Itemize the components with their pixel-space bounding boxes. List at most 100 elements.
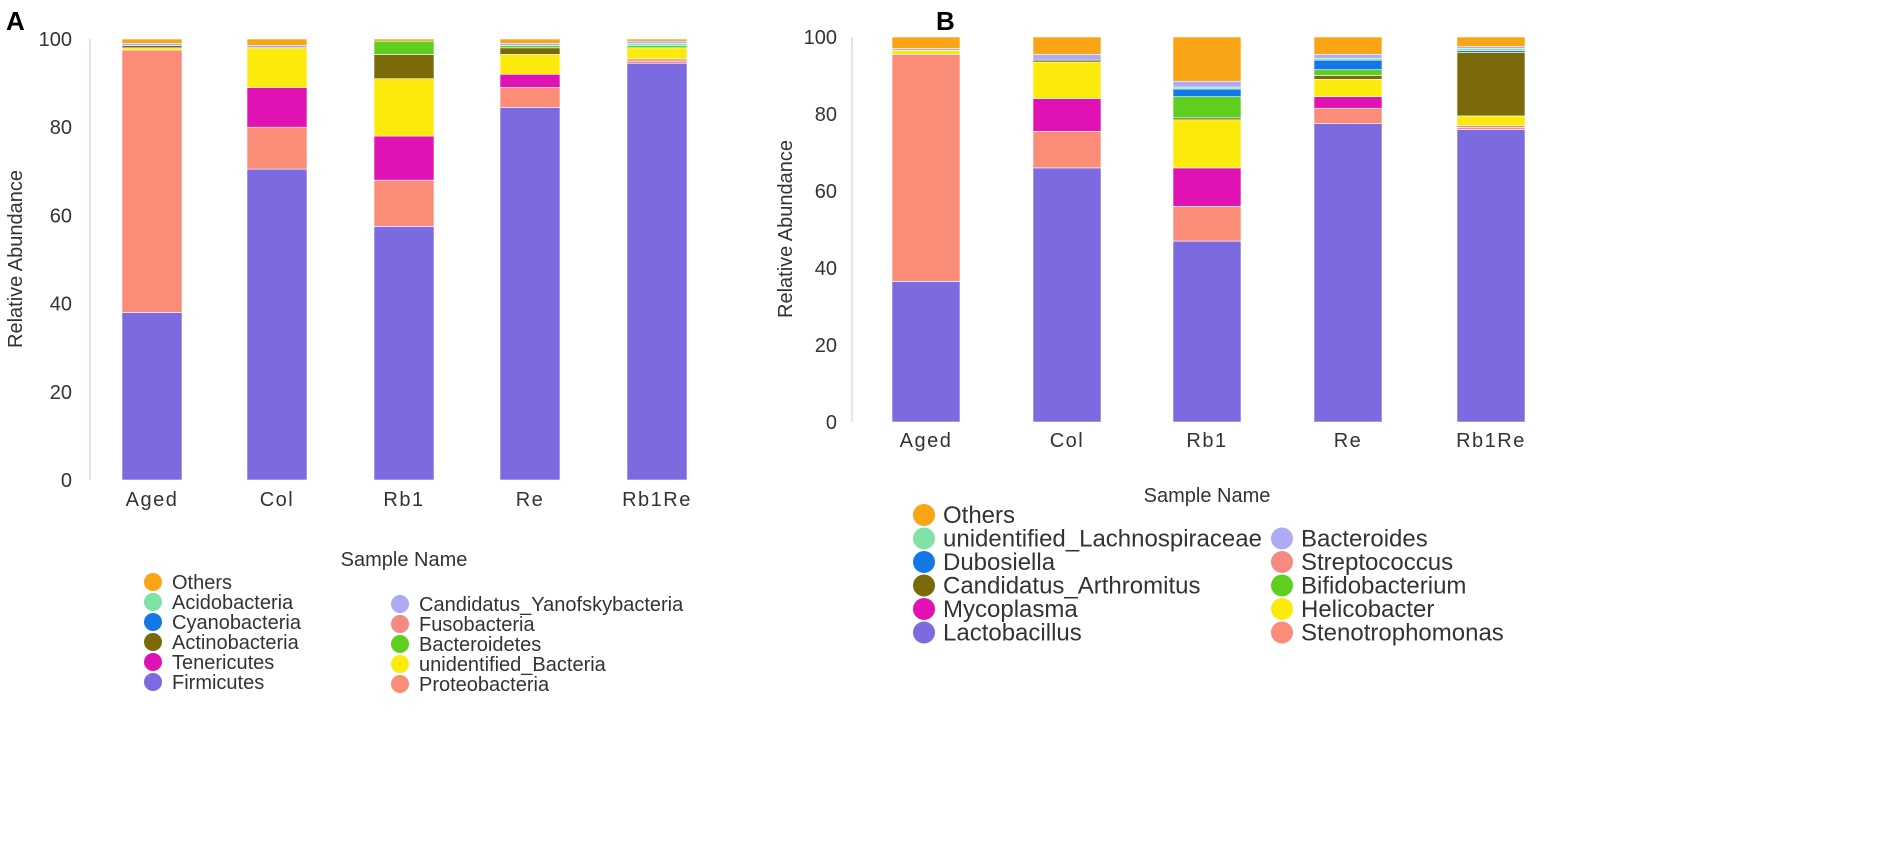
panel-b-bar-aged-others bbox=[891, 36, 961, 49]
panel-a-bar-rb1re-candidatus-yanofskybacteria bbox=[626, 40, 688, 44]
panel-b-legend-label-bifidobacterium: Bifidobacterium bbox=[1301, 573, 1466, 600]
panel-a-legend-marker-proteobacteria bbox=[391, 675, 409, 693]
panel-b-legend-label-others: Others bbox=[943, 502, 1015, 529]
panel-b-bar-rb1-stenotrophomonas bbox=[1172, 206, 1242, 242]
panel-a-bar-re-candidatus-yanofskybacteria bbox=[499, 43, 561, 46]
panel-b-bar-re-mycoplasma bbox=[1313, 96, 1383, 109]
panel-a-bar-aged-proteobacteria bbox=[121, 49, 183, 313]
panel-b-bar-aged-stenotrophomonas bbox=[891, 54, 961, 282]
panel-b-legend-label-candidatus-arthromitus: Candidatus_Arthromitus bbox=[943, 573, 1200, 600]
panel-b-legend-marker-lactobacillus bbox=[913, 621, 935, 644]
panel-a-bar-aged-actinobacteria bbox=[121, 45, 183, 49]
panel-a-x-tick-rb1re: Rb1Re bbox=[622, 489, 692, 511]
panel-b-bar-rb1-others bbox=[1172, 36, 1242, 82]
panel-b-y-tick-20: 20 bbox=[815, 335, 837, 357]
panel-a-y-tick-40: 40 bbox=[50, 294, 72, 316]
panel-b-bar-col-stenotrophomonas bbox=[1032, 131, 1102, 169]
panel-a-bar-aged-firmicutes bbox=[121, 312, 183, 481]
panel-a-bar-rb1re-fusobacteria bbox=[626, 58, 688, 62]
panel-a-bar-re-bacteroidetes bbox=[499, 45, 561, 49]
panel-b-bar-rb1re-candidatus-arthromitus bbox=[1456, 52, 1526, 117]
panel-a-legend-label-tenericutes: Tenericutes bbox=[172, 652, 274, 674]
panel-a-bar-col-candidatus-yanofskybacteria bbox=[246, 45, 308, 49]
panel-a-y-tick-60: 60 bbox=[50, 205, 72, 227]
panel-b-legend-marker-helicobacter bbox=[1271, 598, 1293, 620]
panel-a-legend-label-unidentified-bacteria: unidentified_Bacteria bbox=[419, 654, 607, 676]
panel-b-y-tick-0: 0 bbox=[826, 412, 837, 434]
panel-b-legend-label-dubosiella: Dubosiella bbox=[943, 549, 1056, 576]
panel-a-legend-label-cyanobacteria: Cyanobacteria bbox=[172, 612, 302, 634]
panel-b-legend-label-stenotrophomonas: Stenotrophomonas bbox=[1301, 620, 1504, 647]
panel-b-bar-re-candidatus-arthromitus bbox=[1313, 75, 1383, 80]
panel-b-bar-rb1-bifidobacterium bbox=[1172, 96, 1242, 119]
panel-b-bar-re-lactobacillus bbox=[1313, 123, 1383, 423]
panel-a-bar-rb1-proteobacteria bbox=[373, 179, 435, 227]
panel-a-legend-label-acidobacteria: Acidobacteria bbox=[172, 592, 294, 614]
panel-b-bar-col-others bbox=[1032, 36, 1102, 55]
panel-b-legend-label-streptococcus: Streptococcus bbox=[1301, 549, 1453, 576]
panel-a-legend-marker-others bbox=[144, 573, 162, 591]
panel-a-bar-rb1re-bacteroidetes bbox=[626, 45, 688, 49]
panel-a-legend-label-bacteroidetes: Bacteroidetes bbox=[419, 634, 541, 656]
panel-a-x-tick-col: Col bbox=[260, 489, 295, 511]
panel-b-bar-re-others bbox=[1313, 36, 1383, 55]
panel-a-legend-marker-cyanobacteria bbox=[144, 613, 162, 631]
panel-b-bar-re-dubosiella bbox=[1313, 59, 1383, 71]
panel-a-legend-marker-unidentified-bacteria bbox=[391, 655, 409, 673]
panel-b-bar-re-helicobacter bbox=[1313, 79, 1383, 97]
panel-b-bar-rb1-bacteroides bbox=[1172, 80, 1242, 88]
panel-a-legend-marker-tenericutes bbox=[144, 653, 162, 671]
panel-a-bar-rb1re-proteobacteria bbox=[626, 60, 688, 64]
panel-a-x-tick-re: Re bbox=[516, 489, 545, 511]
panel-b-legend-marker-bifidobacterium bbox=[1271, 574, 1293, 597]
panel-b-bar-re-stenotrophomonas bbox=[1313, 107, 1383, 124]
panel-a-bar-rb1re-unidentified-bacteria bbox=[626, 47, 688, 60]
panel-a-bar-rb1-firmicutes bbox=[373, 226, 435, 481]
panel-b-y-tick-60: 60 bbox=[815, 181, 837, 203]
panel-a-legend-label-firmicutes: Firmicutes bbox=[172, 672, 264, 694]
panel-b-bar-rb1-dubosiella bbox=[1172, 88, 1242, 97]
panel-a-bar-col-others bbox=[246, 38, 308, 46]
panel-a-y-axis-title: Relative Abundance bbox=[5, 170, 27, 348]
panel-b-bar-rb1re-others bbox=[1456, 36, 1526, 47]
panel-a-legend-marker-actinobacteria bbox=[144, 633, 162, 651]
panel-b-legend-label-mycoplasma: Mycoplasma bbox=[943, 596, 1078, 623]
panel-b-legend-marker-streptococcus bbox=[1271, 551, 1293, 573]
panel-a-bar-col-unidentified-bacteria bbox=[246, 47, 308, 88]
panel-a-bar-re-others bbox=[499, 38, 561, 44]
panel-a-legend-marker-acidobacteria bbox=[144, 593, 162, 611]
panel-a-legend-marker-firmicutes bbox=[144, 673, 162, 691]
panel-b-legend-label-unidentified-lachnospiraceae: unidentified_Lachnospiraceae bbox=[943, 526, 1262, 553]
panel-a-bar-re-firmicutes bbox=[499, 107, 561, 481]
panel-b-x-axis-title: Sample Name bbox=[1144, 485, 1271, 507]
panel-b-y-tick-100: 100 bbox=[804, 27, 837, 49]
panel-b-y-axis-title: Relative Abundance bbox=[775, 140, 797, 318]
panel-a-bar-aged-others bbox=[121, 38, 183, 44]
panel-b-bar-rb1re-lactobacillus bbox=[1456, 129, 1526, 423]
panel-b-legend-marker-candidatus-arthromitus bbox=[913, 574, 935, 597]
panel-a-bar-re-actinobacteria bbox=[499, 47, 561, 55]
panel-b-legend-marker-dubosiella bbox=[913, 551, 935, 573]
panel-a-label: A bbox=[6, 6, 25, 36]
panel-b-bar-col-mycoplasma bbox=[1032, 98, 1102, 132]
panel-a-bar-rb1-unidentified-bacteria bbox=[373, 78, 435, 137]
panel-a-x-tick-aged: Aged bbox=[126, 489, 179, 511]
panel-a-bar-col-proteobacteria bbox=[246, 126, 308, 170]
panel-b-legend-label-lactobacillus: Lactobacillus bbox=[943, 620, 1082, 647]
panel-a-x-axis-title: Sample Name bbox=[341, 549, 468, 571]
panel-b-bar-rb1re-helicobacter bbox=[1456, 115, 1526, 126]
panel-a-bar-re-unidentified-bacteria bbox=[499, 54, 561, 75]
panel-a-legend-label-proteobacteria: Proteobacteria bbox=[419, 674, 550, 696]
panel-a-bar-re-proteobacteria bbox=[499, 87, 561, 108]
panel-b-legend-marker-unidentified-lachnospiraceae bbox=[913, 527, 935, 550]
panel-a-y-tick-20: 20 bbox=[50, 382, 72, 404]
panel-b-bar-col-helicobacter bbox=[1032, 61, 1102, 99]
panel-a-bar-rb1re-others bbox=[626, 38, 688, 42]
panel-a-bar-rb1re-acidobacteria bbox=[626, 43, 688, 46]
panel-b-legend-label-helicobacter: Helicobacter bbox=[1301, 596, 1434, 623]
panel-a-legend-label-fusobacteria: Fusobacteria bbox=[419, 614, 535, 636]
panel-a-legend-marker-fusobacteria bbox=[391, 615, 409, 633]
panel-b-y-tick-80: 80 bbox=[815, 104, 837, 126]
